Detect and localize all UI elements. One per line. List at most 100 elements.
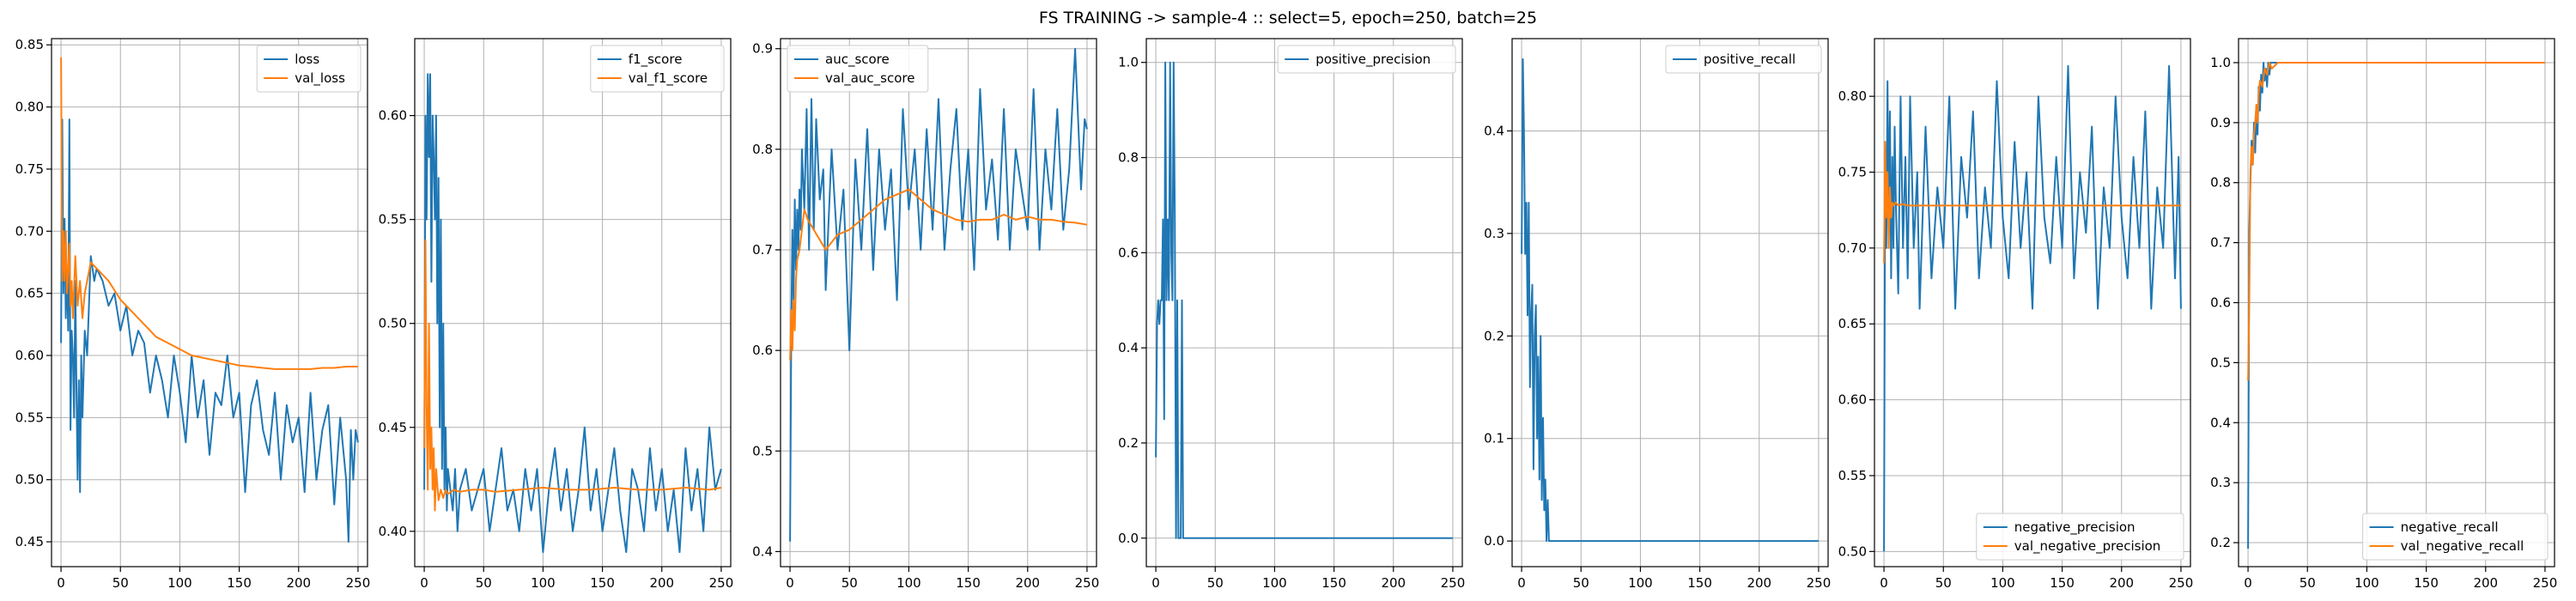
x-tick-label: 50: [841, 575, 858, 591]
legend-label: val_auc_score: [825, 70, 915, 87]
x-tick-label: 100: [896, 575, 921, 591]
y-tick-label: 0.65: [1838, 316, 1867, 331]
y-tick-label: 0.8: [2210, 175, 2231, 191]
legend: loss val_loss: [256, 45, 361, 93]
legend-label: loss: [295, 52, 319, 67]
legend-label: val_negative_precision: [2014, 538, 2161, 555]
legend: positive_precision: [1277, 45, 1456, 74]
y-tick-label: 0.9: [752, 41, 773, 57]
x-tick-label: 0: [1151, 575, 1160, 591]
series-line-positive-precision: [1155, 61, 1453, 539]
y-tick-label: 0.2: [1118, 435, 1139, 451]
x-tick-label: 150: [227, 575, 252, 591]
x-tick-label: 250: [2169, 575, 2194, 591]
x-tick-label: 100: [531, 575, 556, 591]
x-tick-label: 250: [346, 575, 371, 591]
legend-label: negative_recall: [2401, 519, 2499, 536]
subplot-row: 0 50 100 150 200 2500.450.500.550.600.650.700…: [15, 37, 2558, 591]
y-tick-label: 0.45: [15, 534, 44, 549]
legend: negative_precision val_negative_precision: [1976, 513, 2184, 561]
legend: positive_recall: [1665, 45, 1822, 74]
x-tick-label: 200: [1015, 575, 1040, 591]
y-tick-label: 0.40: [379, 524, 407, 539]
legend-label: negative_precision: [2014, 519, 2136, 536]
axes-frame: [1145, 38, 1463, 568]
legend-label: positive_precision: [1315, 52, 1431, 68]
y-tick-label: 0.50: [15, 472, 44, 488]
y-tick-label: 0.50: [1838, 543, 1867, 559]
x-tick-label: 50: [2300, 575, 2316, 591]
x-tick-label: 250: [2533, 575, 2558, 591]
x-tick-label: 150: [2050, 575, 2075, 591]
axes-frame: [51, 38, 368, 568]
x-tick-label: 150: [1687, 575, 1712, 591]
legend: f1_score val_f1_score: [590, 45, 725, 93]
x-tick-label: 50: [476, 575, 492, 591]
y-tick-label: 0.2: [2210, 535, 2231, 550]
y-tick-label: 0.6: [752, 343, 773, 358]
legend: auc_score val_auc_score: [787, 45, 929, 93]
legend-label: auc_score: [825, 52, 890, 68]
y-tick-label: 0.75: [15, 161, 44, 177]
legend: negative_recall val_negative_recall: [2362, 513, 2549, 561]
y-tick-label: 0.9: [2210, 115, 2231, 131]
subplot-2: 0 50 100 150 200 250 0.40 0.45 0.50 0.55 0.60 f1_sc…: [379, 38, 734, 591]
y-tick-label: 0.50: [379, 316, 407, 331]
subplot-1: 0 50 100 150 200 250 0.45 0.50 0.55 0.60 0.65 0.70 0…: [15, 37, 371, 591]
y-tick-label: 0.7: [752, 242, 773, 258]
y-tick-label: 0.4: [2210, 415, 2231, 430]
y-tick-label: 1.0: [2210, 55, 2231, 70]
y-tick-label: 0.55: [1838, 468, 1867, 483]
x-tick-label: 50: [1935, 575, 1952, 591]
axes-frame: [1511, 38, 1829, 568]
x-tick-label: 0: [420, 575, 428, 591]
y-tick-label: 0.75: [1838, 165, 1867, 180]
y-tick-label: 0.1: [1484, 431, 1504, 446]
x-tick-label: 150: [590, 575, 615, 591]
legend-label: val_negative_recall: [2401, 538, 2524, 555]
subplot-6: 0 50 100 150 200 250 0.50 0.55 0.60 0.65 0.70 0.75 0…: [1838, 38, 2194, 591]
subplot-3: 0 50 100 150 200 250 0.4 0.5 0.6 0.7 0.8 0.9 auc_sco…: [752, 38, 1100, 591]
y-tick-label: 0.45: [379, 420, 407, 435]
x-tick-label: 150: [2414, 575, 2439, 591]
x-tick-label: 200: [2473, 575, 2498, 591]
x-tick-label: 150: [1321, 575, 1346, 591]
x-tick-label: 250: [709, 575, 734, 591]
axes-frame: [780, 38, 1097, 568]
x-tick-label: 0: [1880, 575, 1888, 591]
y-tick-label: 0.55: [379, 212, 407, 228]
legend-label: val_f1_score: [629, 70, 708, 87]
y-tick-label: 0.4: [752, 543, 773, 559]
axes-frame: [414, 38, 732, 568]
legend-box: [590, 45, 725, 93]
y-tick-label: 0.3: [1484, 226, 1504, 241]
y-tick-label: 0.60: [379, 108, 407, 124]
x-tick-label: 100: [1628, 575, 1653, 591]
x-tick-label: 100: [2354, 575, 2379, 591]
y-tick-label: 0.85: [15, 37, 44, 52]
x-tick-label: 100: [1262, 575, 1287, 591]
y-tick-label: 0.7: [2210, 235, 2231, 251]
x-tick-label: 250: [1075, 575, 1100, 591]
series-line-val-f1-score: [423, 239, 722, 512]
x-tick-label: 250: [1441, 575, 1466, 591]
y-tick-label: 0.4: [1118, 340, 1139, 355]
y-tick-label: 0.70: [1838, 240, 1867, 256]
x-tick-label: 0: [57, 575, 65, 591]
series-line-auc-score: [789, 47, 1088, 542]
y-tick-label: 0.70: [15, 223, 44, 239]
y-tick-label: 0.80: [15, 100, 44, 115]
legend-label: positive_recall: [1704, 52, 1795, 68]
x-tick-label: 50: [1207, 575, 1224, 591]
subplot-5: 0 50 100 150 200 250 0.0 0.1 0.2 0.3 0.4 positive_r…: [1484, 38, 1832, 591]
x-tick-label: 250: [1807, 575, 1832, 591]
legend-box: [2362, 513, 2549, 561]
x-tick-label: 150: [956, 575, 981, 591]
series-line-val-negative-precision: [1883, 141, 2181, 264]
y-tick-label: 0.65: [15, 286, 44, 301]
series-line-val-auc-score: [789, 188, 1088, 361]
subplot-4: 0 50 100 150 200 250 0.0 0.2 0.4 0.6 0.8 1.0 positiv…: [1118, 38, 1466, 591]
x-tick-label: 200: [286, 575, 311, 591]
y-tick-label: 0.80: [1838, 88, 1867, 104]
